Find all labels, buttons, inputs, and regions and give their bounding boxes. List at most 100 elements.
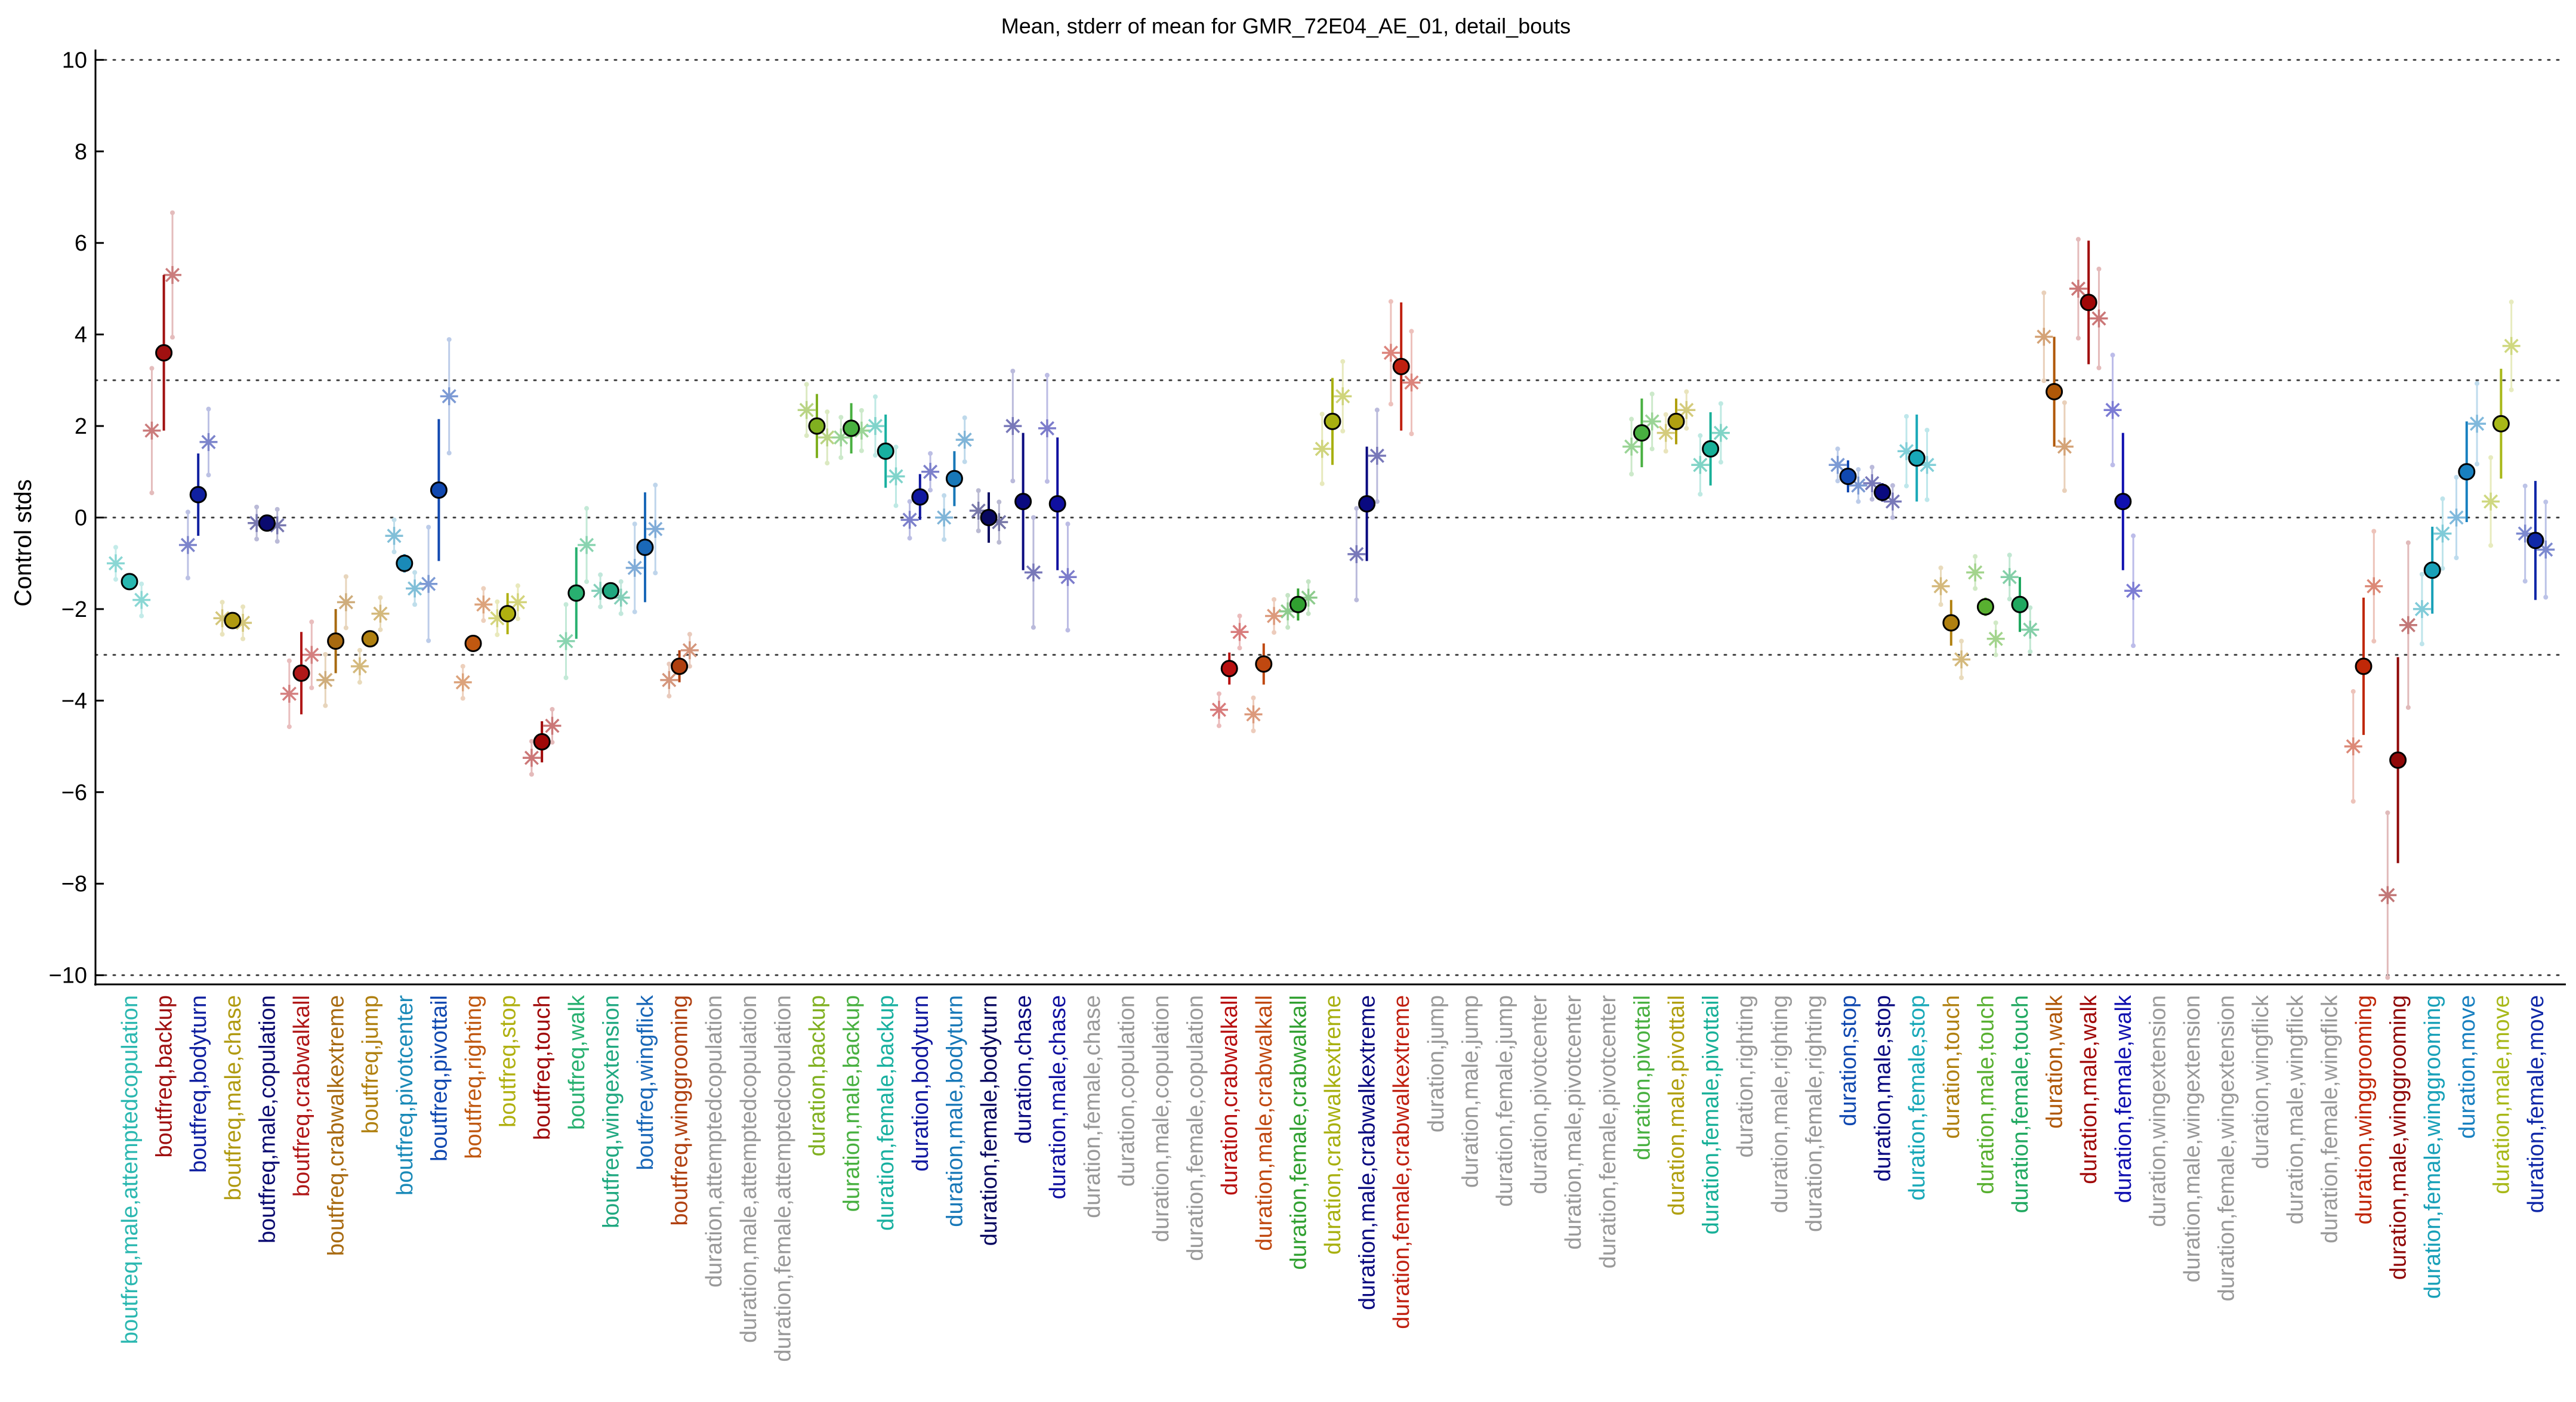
individual-marker bbox=[280, 684, 298, 703]
individual-extent bbox=[667, 661, 672, 666]
individual-marker bbox=[1024, 563, 1042, 582]
individual-extent bbox=[206, 473, 211, 478]
x-tick-label: duration,female,stop bbox=[1905, 995, 1930, 1200]
individual-extent bbox=[1629, 471, 1634, 477]
individual-extent bbox=[1663, 449, 1668, 454]
mean-marker bbox=[155, 344, 173, 362]
individual-marker bbox=[2482, 492, 2500, 511]
individual-marker bbox=[132, 591, 151, 609]
individual-extent bbox=[2440, 566, 2445, 571]
individual-extent bbox=[378, 627, 383, 632]
individual-extent bbox=[309, 619, 314, 625]
individual-extent bbox=[997, 539, 1002, 545]
y-tick-label: −10 bbox=[49, 964, 87, 989]
individual-extent bbox=[2419, 572, 2424, 577]
individual-extent bbox=[1409, 329, 1414, 334]
mean-marker bbox=[1976, 598, 1994, 616]
individual-extent bbox=[1993, 620, 1998, 625]
x-tick-label: duration,pivotcenter bbox=[1527, 995, 1552, 1194]
individual-marker bbox=[1691, 456, 1710, 474]
individual-marker bbox=[1677, 401, 1696, 419]
mean-marker bbox=[1908, 449, 1926, 467]
individual-extent bbox=[838, 455, 844, 461]
individual-marker bbox=[1059, 568, 1077, 586]
mean-marker bbox=[1392, 357, 1410, 375]
y-tick-label: 6 bbox=[75, 231, 87, 256]
individual-extent bbox=[139, 613, 144, 619]
individual-extent bbox=[1251, 695, 1256, 700]
individual-marker bbox=[866, 417, 884, 436]
individual-marker bbox=[2378, 886, 2397, 904]
mean-marker bbox=[1324, 412, 1341, 430]
individual-marker bbox=[2502, 336, 2521, 355]
individual-extent bbox=[1959, 638, 1964, 644]
x-tick-label: duration,male,walk bbox=[2077, 995, 2102, 1184]
individual-extent bbox=[2028, 605, 2033, 610]
individual-extent bbox=[2096, 365, 2102, 370]
individual-extent bbox=[2041, 378, 2047, 384]
individual-extent bbox=[426, 524, 431, 530]
individual-extent bbox=[1306, 579, 1311, 584]
individual-extent bbox=[1237, 613, 1242, 619]
individual-extent bbox=[2475, 381, 2480, 386]
individual-extent bbox=[667, 693, 672, 699]
individual-extent bbox=[1354, 597, 1359, 603]
individual-extent bbox=[220, 600, 225, 605]
individual-extent bbox=[942, 493, 947, 498]
individual-extent bbox=[170, 335, 175, 340]
individual-extent bbox=[515, 583, 520, 588]
individual-marker bbox=[508, 593, 527, 612]
individual-extent bbox=[2096, 266, 2102, 271]
x-tick-label: boutfreq,crabwalkextreme bbox=[324, 995, 349, 1256]
individual-extent bbox=[618, 611, 624, 616]
individual-extent bbox=[1031, 625, 1036, 630]
individual-extent bbox=[1698, 433, 1703, 438]
x-tick-label: duration,male,bodyturn bbox=[942, 995, 967, 1227]
individual-extent bbox=[309, 685, 314, 690]
individual-marker bbox=[1265, 607, 1284, 625]
individual-marker bbox=[303, 646, 321, 664]
x-tick-label: duration,pivottail bbox=[1630, 995, 1655, 1160]
individual-extent bbox=[254, 536, 260, 542]
mean-marker bbox=[361, 630, 379, 648]
individual-extent bbox=[1044, 372, 1050, 378]
x-tick-label: duration,female,wingextension bbox=[2214, 995, 2239, 1301]
individual-extent bbox=[962, 415, 967, 421]
individual-extent bbox=[481, 586, 486, 591]
x-tick-label: boutfreq,jump bbox=[358, 995, 383, 1134]
individual-marker bbox=[557, 632, 575, 650]
mean-marker bbox=[464, 634, 482, 652]
y-tick-label: 10 bbox=[62, 48, 87, 73]
individual-marker bbox=[371, 604, 390, 623]
individual-extent bbox=[1663, 412, 1668, 417]
individual-extent bbox=[149, 366, 155, 371]
individual-extent bbox=[907, 499, 912, 504]
individual-extent bbox=[2385, 975, 2390, 980]
x-tick-label: duration,female,pivotcenter bbox=[1596, 995, 1621, 1269]
individual-extent bbox=[495, 599, 500, 604]
individual-extent bbox=[942, 537, 947, 542]
individual-extent bbox=[2131, 643, 2136, 648]
individual-extent bbox=[1890, 483, 1895, 488]
individual-extent bbox=[515, 616, 520, 622]
x-tick-label: duration,male,righting bbox=[1767, 995, 1793, 1213]
individual-extent bbox=[653, 570, 658, 576]
x-tick-label: duration,male,backup bbox=[840, 995, 865, 1212]
x-tick-label: boutfreq,pivotcenter bbox=[393, 995, 418, 1196]
x-tick-label: boutfreq,stop bbox=[496, 995, 521, 1128]
individual-extent bbox=[2543, 499, 2549, 505]
mean-marker bbox=[945, 470, 963, 487]
individual-marker bbox=[454, 673, 472, 691]
mean-marker bbox=[2458, 463, 2476, 481]
individual-extent bbox=[872, 453, 878, 458]
individual-extent bbox=[495, 632, 500, 637]
individual-marker bbox=[1711, 424, 1730, 442]
x-tick-label: duration,crabwalkall bbox=[1217, 995, 1242, 1196]
individual-extent bbox=[825, 461, 830, 466]
individual-extent bbox=[563, 675, 569, 681]
individual-extent bbox=[1890, 515, 1895, 520]
individual-extent bbox=[1959, 675, 1964, 681]
x-tick-label: duration,female,move bbox=[2523, 995, 2549, 1213]
individual-extent bbox=[1272, 630, 1277, 635]
individual-extent bbox=[2075, 335, 2081, 341]
